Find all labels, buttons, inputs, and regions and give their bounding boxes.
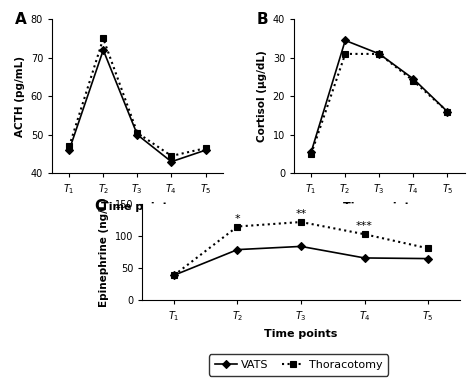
Thoracotomy <box>298 220 304 224</box>
Thoracotomy <box>425 246 431 251</box>
Text: *: * <box>235 214 240 224</box>
Line: Thoracotomy: Thoracotomy <box>171 219 431 278</box>
VATS <box>362 256 367 260</box>
Line: VATS: VATS <box>171 244 431 278</box>
VATS <box>298 244 304 249</box>
Text: **: ** <box>295 209 307 219</box>
Y-axis label: Epinephrine (ng/L): Epinephrine (ng/L) <box>99 198 109 307</box>
X-axis label: Time points: Time points <box>343 202 416 212</box>
Text: B: B <box>256 12 268 27</box>
X-axis label: Time points: Time points <box>100 202 174 212</box>
Thoracotomy <box>235 224 240 229</box>
X-axis label: Time points: Time points <box>264 329 337 339</box>
VATS <box>171 273 177 278</box>
VATS <box>235 247 240 252</box>
Y-axis label: ACTH (pg/mL): ACTH (pg/mL) <box>15 56 25 137</box>
Thoracotomy <box>362 232 367 236</box>
Text: A: A <box>15 12 27 27</box>
Legend: VATS, Thoracotomy: VATS, Thoracotomy <box>209 355 388 376</box>
Text: ***: *** <box>356 221 373 231</box>
Text: C: C <box>94 199 106 214</box>
VATS <box>425 256 431 261</box>
Y-axis label: Cortisol (μg/dL): Cortisol (μg/dL) <box>257 50 267 142</box>
Thoracotomy <box>171 273 177 278</box>
